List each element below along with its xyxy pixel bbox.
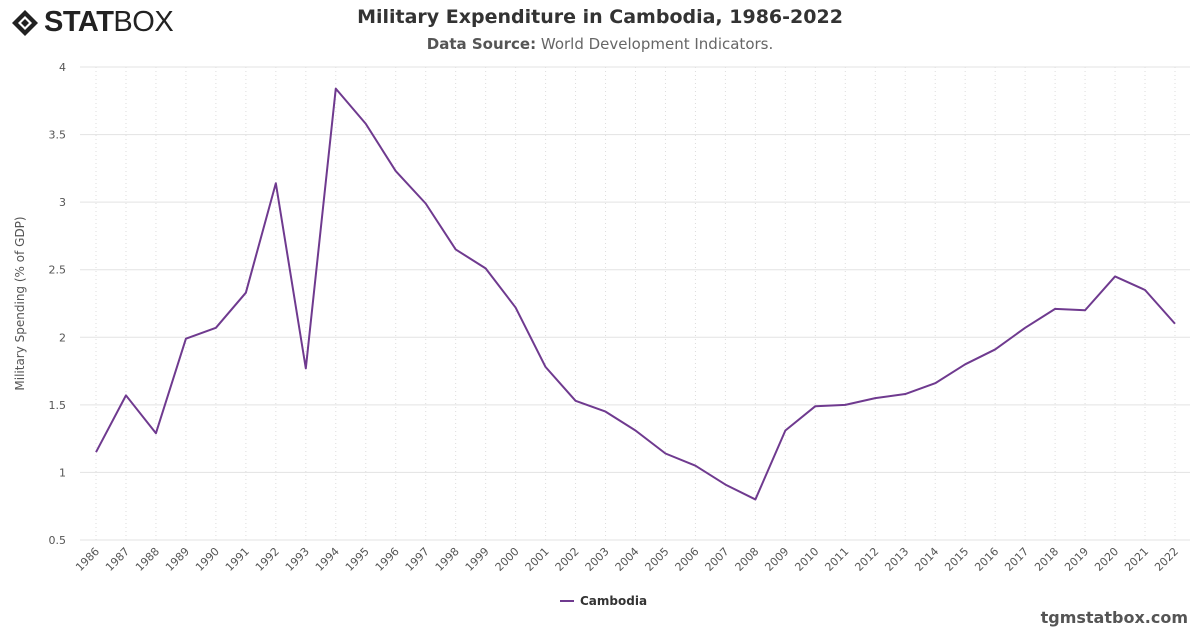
data-point [94,450,98,454]
data-point [424,201,428,205]
data-point [484,266,488,270]
diamond-logo-icon [12,9,38,36]
data-point [1083,308,1087,312]
y-tick-label: 3 [59,196,66,209]
y-tick-label: 0.5 [49,534,67,547]
data-point [993,347,997,351]
y-axis-label: Military Spending (% of GDP) [13,216,27,390]
x-tick-label: 2019 [1062,545,1091,574]
data-point [843,403,847,407]
data-point [304,366,308,370]
x-tick-label: 1997 [403,545,432,574]
logo-text: STATBOX [44,6,174,38]
data-point [663,452,667,456]
data-point [783,429,787,433]
x-tick-label: 2017 [1002,545,1031,574]
data-point [214,326,218,330]
y-tick-label: 1 [59,466,66,479]
data-point [1053,307,1057,311]
x-tick-label: 2003 [583,545,612,574]
chart-subtitle: Data Source: World Development Indicator… [426,35,774,53]
x-tick-label: 1998 [433,545,462,574]
x-tick-label: 2006 [673,545,702,574]
y-tick-label: 2.5 [49,264,67,277]
x-tick-label: 2012 [852,545,881,574]
statbox-logo: STATBOX [10,6,174,39]
series-line-cambodia [95,87,1176,501]
x-tick-label: 2013 [882,545,911,574]
data-point [873,396,877,400]
data-point [813,404,817,408]
x-tick-label: 2020 [1092,545,1121,574]
chart-title: Military Expenditure in Cambodia, 1986-2… [357,6,843,28]
data-point [544,365,548,369]
data-point [604,410,608,414]
x-tick-label: 2005 [643,545,672,574]
x-tick-label: 2002 [553,545,582,574]
y-tick-label: 3.5 [49,129,67,142]
data-point [634,429,638,433]
data-point [454,247,458,251]
data-point [1113,274,1117,278]
data-point [364,122,368,126]
x-tick-label: 2009 [762,545,791,574]
data-point [693,464,697,468]
x-tick-label: 2007 [703,545,732,574]
x-tick-label: 2008 [733,545,762,574]
y-tick-label: 1.5 [49,399,67,412]
x-tick-label: 2016 [972,545,1001,574]
x-tick-label: 1990 [193,545,222,574]
data-point [574,399,578,403]
data-point [1173,322,1177,326]
data-point [1143,288,1147,292]
x-tick-label: 1993 [283,545,312,574]
x-tick-label: 2022 [1152,545,1181,574]
x-tick-label: 2004 [613,545,642,574]
x-tick-label: 1992 [253,545,282,574]
x-tick-label: 2015 [942,545,971,574]
x-tick-label: 1987 [103,545,132,574]
x-tick-label: 1994 [313,545,342,574]
x-tick-label: 2000 [493,545,522,574]
x-tick-label: 1995 [343,545,372,574]
data-point [244,291,248,295]
x-tick-label: 2021 [1122,545,1151,574]
x-tick-label: 1986 [73,545,102,574]
data-point [514,306,518,310]
data-point [753,497,757,501]
data-point [903,392,907,396]
x-tick-label: 1996 [373,545,402,574]
data-point [334,87,338,91]
legend-swatch [560,600,574,602]
data-point [933,381,937,385]
x-tick-label: 2001 [523,545,552,574]
x-tick-label: 2011 [822,545,851,574]
data-point [124,393,128,397]
y-tick-label: 2 [59,331,66,344]
x-tick-label: 2010 [792,545,821,574]
data-point [184,337,188,341]
x-tick-label: 1999 [463,545,492,574]
data-point [274,181,278,185]
data-point [723,483,727,487]
x-tick-label: 1991 [223,545,252,574]
x-tick-label: 2014 [912,545,941,574]
legend-label: Cambodia [580,594,648,608]
data-point [154,431,158,435]
y-tick-label: 4 [59,61,66,74]
x-tick-label: 2018 [1032,545,1061,574]
data-point [394,169,398,173]
watermark: tgmstatbox.com [1040,608,1188,627]
data-point [1023,326,1027,330]
x-tick-label: 1989 [163,545,192,574]
data-point [963,362,967,366]
x-tick-label: 1988 [133,545,162,574]
legend-item-cambodia[interactable]: Cambodia [560,594,647,608]
